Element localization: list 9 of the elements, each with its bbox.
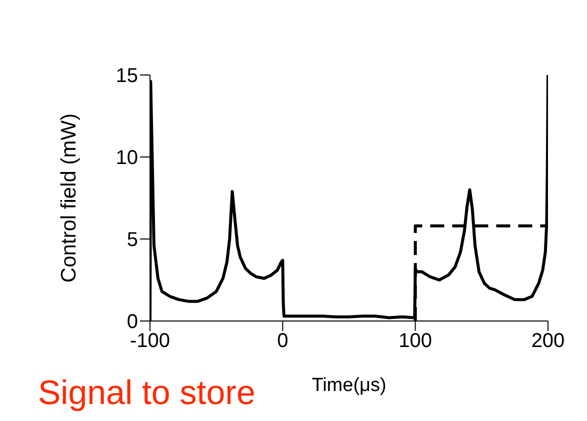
x-tick-label: 200 (531, 330, 565, 352)
x-axis-title: Time(μs) (312, 375, 386, 396)
y-tick-label: 5 (126, 229, 138, 252)
y-axis-title: Control field (mW) (57, 113, 80, 283)
x-tick-label: 100 (398, 330, 432, 352)
text: Signal to store (38, 373, 256, 413)
x-tick-label: 0 (277, 330, 288, 352)
y-tick-label: 15 (116, 65, 138, 88)
y-tick-label: 10 (116, 147, 138, 170)
